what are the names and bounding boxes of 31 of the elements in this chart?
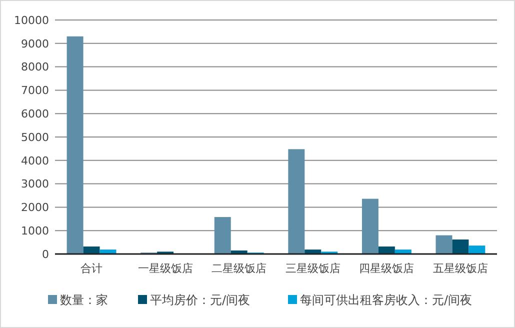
x-tick-label: 五星级饭店 [432, 262, 488, 275]
bar [436, 235, 452, 254]
bar [66, 36, 84, 254]
legend-label: 数量：家 [60, 293, 108, 307]
bar [214, 217, 231, 254]
y-tick-label: 8000 [21, 60, 49, 74]
y-tick-label: 9000 [21, 37, 49, 50]
bar [394, 250, 412, 254]
bar [452, 239, 469, 254]
y-tick-label: 7000 [21, 84, 49, 98]
bar [304, 250, 322, 254]
y-tick-label: 10000 [14, 14, 49, 27]
x-tick-label: 合计 [80, 262, 103, 275]
x-tick-label: 一星级饭店 [138, 262, 193, 275]
y-tick-label: 4000 [21, 154, 49, 168]
y-tick-label: 1000 [21, 224, 49, 238]
x-tick-label: 三星级饭店 [285, 262, 340, 275]
x-tick-label: 二星级饭店 [212, 262, 267, 275]
y-tick-label: 5000 [21, 130, 49, 144]
bar [83, 246, 100, 254]
x-tick-label: 四星级饭店 [359, 262, 414, 275]
legend-label: 每间可供出租客房收入：元/间夜 [300, 293, 472, 307]
bar [288, 149, 305, 254]
y-tick-label: 3000 [21, 178, 49, 191]
y-tick-label: 2000 [21, 201, 49, 214]
bar [468, 246, 486, 254]
y-tick-label: 0 [42, 248, 49, 261]
bar [378, 246, 395, 254]
bar [362, 198, 378, 254]
y-tick-label: 6000 [21, 107, 49, 120]
legend-label: 平均房价：元/间夜 [150, 293, 250, 307]
